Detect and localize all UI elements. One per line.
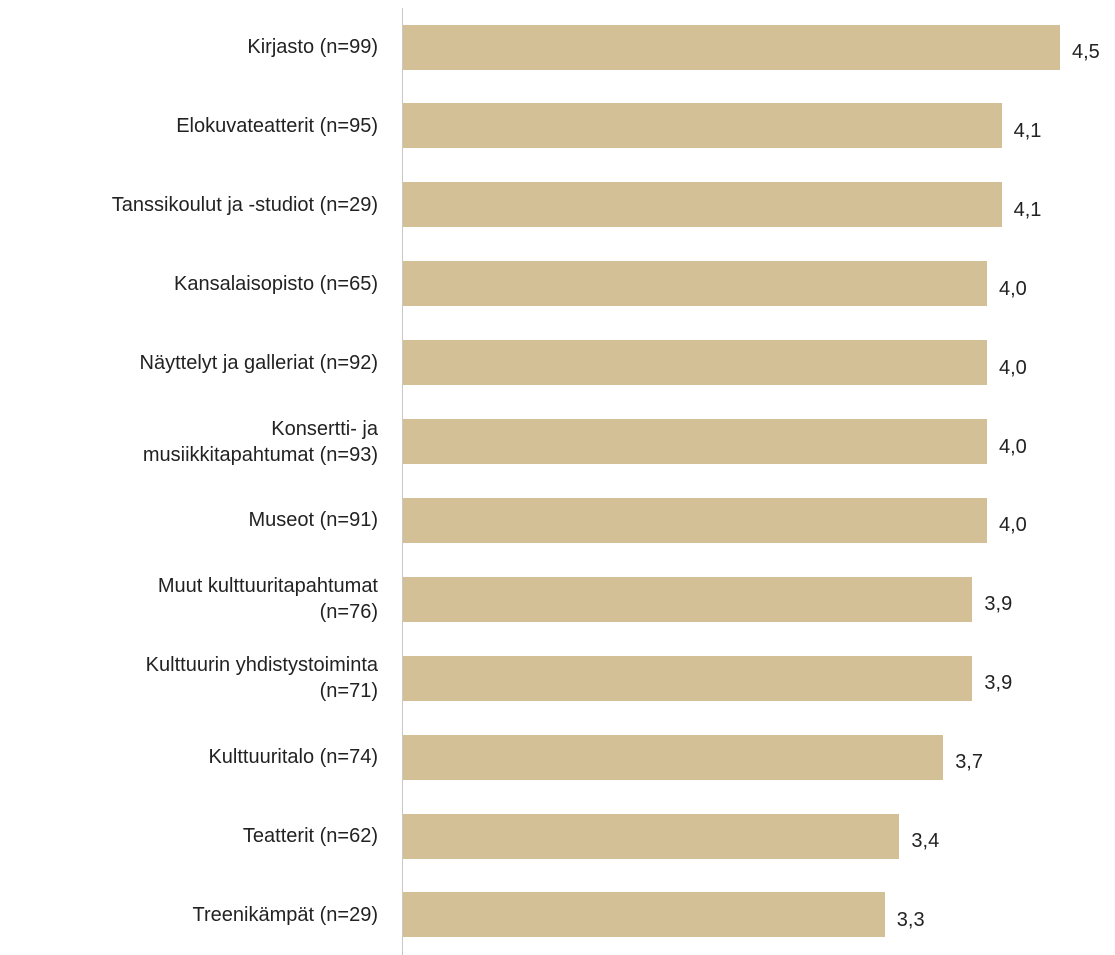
bar [403,497,987,543]
category-label: Museot (n=91) [248,509,378,532]
bar [403,24,1060,70]
data-label: 4,1 [1013,198,1042,221]
bar [403,813,900,859]
data-label: 3,7 [955,751,983,774]
data-label: 3,4 [911,830,940,852]
category-label: Kulttuuritalo (n=74) [208,746,378,769]
bar [403,892,885,938]
data-label: 4,0 [999,514,1027,537]
category-label: Tanssikoulut ja -studiot (n=29) [111,193,378,216]
category-label: Elokuvateatterit (n=95) [176,114,378,137]
bar [403,419,987,464]
bar [403,655,973,701]
axis-line [402,8,403,955]
data-label: 4,1 [1013,119,1042,142]
data-label: 4,5 [1072,41,1100,63]
data-label: 4,0 [999,356,1027,379]
data-label: 4,0 [999,277,1027,300]
data-label: 3,3 [896,908,925,931]
bar [403,103,1002,149]
data-label: 3,9 [984,593,1013,616]
bar [403,182,1002,228]
bar [403,340,987,386]
data-label: 3,9 [984,672,1013,695]
bar [403,261,987,307]
category-label: Treenikämpät (n=29) [192,903,378,926]
bar [403,576,973,622]
category-label: Näyttelyt ja galleriat (n=92) [139,351,378,374]
category-label: Kansalaisopisto (n=65) [173,272,378,295]
category-label: Kirjasto (n=99) [247,36,378,58]
category-label: Teatterit (n=62) [242,825,378,847]
category-label: Kulttuurin yhdistystoiminta (n=71) [145,654,378,703]
category-label: Konsertti- ja musiikkitapahtumat (n=93) [142,417,378,466]
bar [403,734,944,780]
data-label: 4,0 [999,435,1027,458]
category-label: Muut kulttuuritapahtumat (n=76) [157,575,378,624]
